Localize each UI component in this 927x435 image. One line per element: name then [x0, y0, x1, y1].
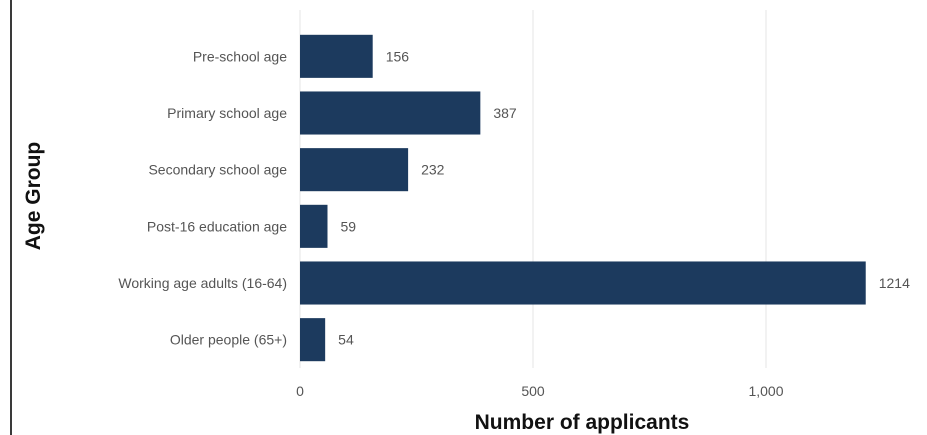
data-label: 387: [493, 105, 517, 121]
bar: [300, 261, 866, 305]
category-label: Working age adults (16-64): [118, 275, 287, 291]
bar: [300, 91, 481, 135]
bars: [300, 34, 866, 362]
category-label: Post-16 education age: [147, 218, 287, 234]
data-label: 156: [386, 48, 410, 64]
data-label: 232: [421, 162, 445, 178]
category-label: Older people (65+): [170, 332, 287, 348]
data-label: 1214: [879, 275, 910, 291]
bar: [300, 318, 326, 362]
y-axis-title: Age Group: [22, 142, 45, 251]
category-label: Pre-school age: [193, 48, 287, 64]
x-tick-label: 0: [296, 383, 304, 399]
bar: [300, 204, 328, 248]
data-labels: 156 387 232 59 1214 54: [338, 48, 910, 347]
bar: [300, 148, 409, 192]
data-label: 59: [340, 218, 356, 234]
x-axis-title: Number of applicants: [475, 411, 690, 434]
category-labels: Pre-school age Primary school age Secondar…: [118, 48, 287, 347]
x-tick-labels: 0 500 1,000: [296, 383, 784, 399]
x-tick-label: 1,000: [748, 383, 783, 399]
category-label: Secondary school age: [148, 162, 287, 178]
x-tick-label: 500: [521, 383, 545, 399]
category-label: Primary school age: [167, 105, 287, 121]
bar: [300, 34, 373, 78]
data-label: 54: [338, 332, 354, 348]
frame-border: [10, 0, 12, 435]
